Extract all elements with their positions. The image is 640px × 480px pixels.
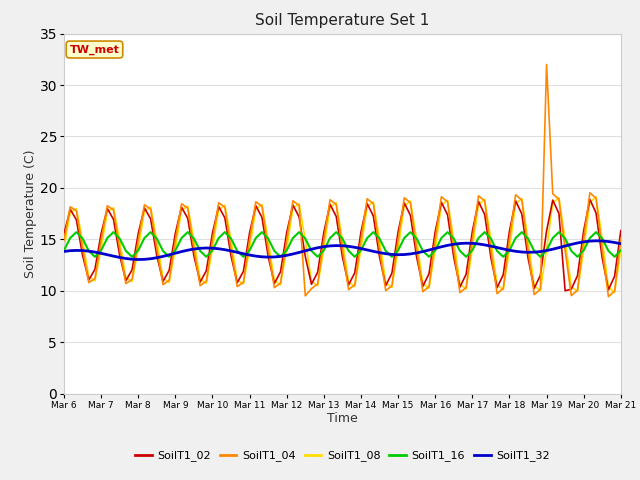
SoilT1_02 (128, 267, 136, 273)
SoilT1_08 (382, 280, 390, 286)
SoilT1_02 (190, 253, 198, 259)
SoilT1_16 (611, 254, 618, 260)
SoilT1_02 (611, 273, 618, 279)
SoilT1_04 (60, 238, 68, 243)
SoilT1_04 (543, 61, 550, 67)
SoilT1_16 (60, 248, 68, 253)
SoilT1_04 (531, 292, 538, 298)
SoilT1_02 (617, 228, 625, 233)
SoilT1_32 (592, 238, 600, 244)
SoilT1_08 (605, 284, 612, 290)
Line: SoilT1_16: SoilT1_16 (64, 232, 621, 257)
SoilT1_08 (190, 237, 198, 243)
SoilT1_04 (382, 288, 390, 293)
Line: SoilT1_32: SoilT1_32 (64, 241, 621, 260)
SoilT1_08 (531, 283, 538, 288)
Legend: SoilT1_02, SoilT1_04, SoilT1_08, SoilT1_16, SoilT1_32: SoilT1_02, SoilT1_04, SoilT1_08, SoilT1_… (131, 446, 554, 466)
SoilT1_02 (531, 286, 538, 291)
SoilT1_16 (141, 235, 148, 241)
SoilT1_08 (617, 247, 625, 252)
Title: Soil Temperature Set 1: Soil Temperature Set 1 (255, 13, 429, 28)
SoilT1_08 (202, 280, 210, 286)
SoilT1_32 (388, 252, 396, 257)
Y-axis label: Soil Temperature (C): Soil Temperature (C) (24, 149, 36, 278)
SoilT1_32 (196, 245, 204, 251)
SoilT1_02 (382, 283, 390, 288)
SoilT1_04 (617, 236, 625, 241)
SoilT1_16 (394, 248, 402, 253)
SoilT1_16 (202, 254, 210, 260)
SoilT1_32 (611, 240, 618, 245)
SoilT1_02 (586, 196, 594, 202)
Line: SoilT1_04: SoilT1_04 (64, 64, 621, 297)
SoilT1_08 (60, 245, 68, 251)
SoilT1_16 (215, 235, 223, 241)
SoilT1_08 (592, 194, 600, 200)
SoilT1_32 (209, 245, 216, 251)
SoilT1_04 (605, 294, 612, 300)
SoilT1_04 (611, 288, 618, 294)
Line: SoilT1_02: SoilT1_02 (64, 199, 621, 291)
SoilT1_16 (543, 248, 550, 253)
SoilT1_08 (128, 279, 136, 285)
SoilT1_04 (202, 278, 210, 284)
SoilT1_02 (561, 288, 569, 294)
SoilT1_04 (128, 276, 136, 282)
SoilT1_32 (536, 249, 544, 254)
SoilT1_16 (617, 248, 625, 253)
SoilT1_32 (128, 256, 136, 262)
SoilT1_04 (190, 246, 198, 252)
SoilT1_32 (134, 257, 142, 263)
SoilT1_16 (91, 254, 99, 260)
SoilT1_32 (617, 241, 625, 247)
SoilT1_02 (60, 231, 68, 237)
SoilT1_02 (202, 268, 210, 274)
Text: TW_met: TW_met (70, 44, 120, 55)
SoilT1_32 (60, 249, 68, 254)
X-axis label: Time: Time (327, 412, 358, 425)
SoilT1_08 (611, 289, 618, 295)
Line: SoilT1_08: SoilT1_08 (64, 197, 621, 292)
SoilT1_16 (72, 229, 80, 235)
